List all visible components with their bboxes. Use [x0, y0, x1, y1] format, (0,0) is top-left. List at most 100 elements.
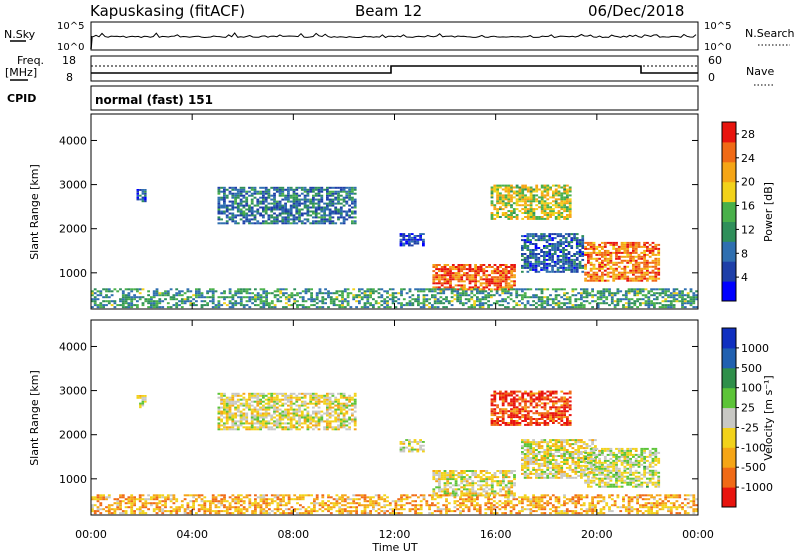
data-cell	[524, 253, 527, 255]
data-cell	[246, 304, 249, 306]
data-cell	[652, 280, 655, 282]
data-cell	[380, 296, 383, 298]
data-cell	[220, 428, 223, 430]
data-cell	[337, 424, 340, 426]
data-cell	[652, 276, 655, 278]
data-cell	[259, 222, 262, 224]
data-cell	[659, 294, 662, 296]
data-cell	[276, 220, 279, 222]
data-cell	[254, 187, 257, 189]
data-cell	[544, 406, 547, 408]
data-cell	[343, 420, 346, 422]
data-cell	[389, 298, 392, 300]
data-cell	[212, 300, 215, 302]
data-cell	[496, 470, 499, 472]
data-cell	[318, 403, 321, 405]
data-cell	[352, 298, 355, 300]
data-cell	[521, 196, 524, 198]
data-cell	[502, 422, 505, 424]
data-cell	[657, 248, 660, 250]
data-cell	[119, 300, 122, 302]
data-cell	[299, 292, 302, 294]
data-cell	[624, 272, 627, 274]
data-cell	[572, 304, 575, 306]
data-cell	[605, 298, 608, 300]
data-cell	[584, 246, 587, 248]
data-cell	[626, 248, 629, 250]
data-cell	[402, 447, 405, 449]
data-cell	[546, 185, 549, 187]
data-cell	[566, 459, 569, 461]
data-cell	[287, 222, 290, 224]
data-cell	[535, 393, 538, 395]
data-cell	[338, 290, 341, 292]
data-cell	[298, 187, 301, 189]
data-cell	[524, 296, 527, 298]
data-cell	[392, 288, 395, 290]
data-cell	[290, 209, 293, 211]
data-cell	[491, 398, 494, 400]
data-cell	[593, 264, 596, 266]
data-cell	[229, 405, 232, 407]
data-cell	[223, 201, 226, 203]
data-cell	[437, 298, 440, 300]
data-cell	[499, 490, 502, 492]
data-cell	[626, 266, 629, 268]
data-cell	[251, 213, 254, 215]
data-cell	[334, 203, 337, 205]
data-cell	[548, 249, 551, 251]
data-cell	[555, 410, 558, 412]
data-cell	[369, 302, 372, 304]
data-cell	[279, 220, 282, 222]
data-cell	[538, 459, 541, 461]
data-cell	[563, 292, 566, 294]
data-cell	[562, 265, 565, 267]
data-cell	[262, 417, 265, 419]
data-cell	[400, 451, 403, 453]
data-cell	[354, 213, 357, 215]
data-cell	[657, 278, 660, 280]
data-cell	[483, 478, 486, 480]
data-cell	[541, 455, 544, 457]
data-cell	[318, 209, 321, 211]
data-cell	[560, 391, 563, 393]
data-cell	[524, 455, 527, 457]
data-cell	[352, 288, 355, 290]
data-cell	[516, 406, 519, 408]
data-cell	[610, 268, 613, 270]
data-cell	[425, 294, 428, 296]
data-cell	[559, 249, 562, 251]
data-cell	[574, 288, 577, 290]
data-cell	[527, 453, 530, 455]
data-cell	[438, 264, 441, 266]
data-cell	[608, 292, 611, 294]
data-cell	[538, 412, 541, 414]
data-cell	[551, 247, 554, 249]
data-cell	[231, 205, 234, 207]
data-cell	[147, 290, 150, 292]
data-cell	[474, 282, 477, 284]
data-cell	[309, 397, 312, 399]
data-cell	[354, 393, 357, 395]
data-cell	[524, 306, 527, 308]
data-cell	[491, 480, 494, 482]
data-cell	[647, 292, 650, 294]
data-cell	[463, 486, 466, 488]
data-cell	[617, 290, 620, 292]
data-cell	[282, 292, 285, 294]
data-cell	[448, 288, 451, 290]
data-cell	[220, 199, 223, 201]
data-cell	[558, 400, 561, 402]
data-cell	[446, 264, 449, 266]
data-cell	[527, 200, 530, 202]
data-cell	[316, 298, 319, 300]
data-cell	[402, 451, 405, 453]
data-cell	[576, 239, 579, 241]
data-cell	[354, 422, 357, 424]
data-cell	[369, 304, 372, 306]
data-cell	[654, 268, 657, 270]
data-cell	[334, 417, 337, 419]
data-cell	[302, 298, 305, 300]
data-cell	[524, 459, 527, 461]
data-cell	[521, 451, 524, 453]
